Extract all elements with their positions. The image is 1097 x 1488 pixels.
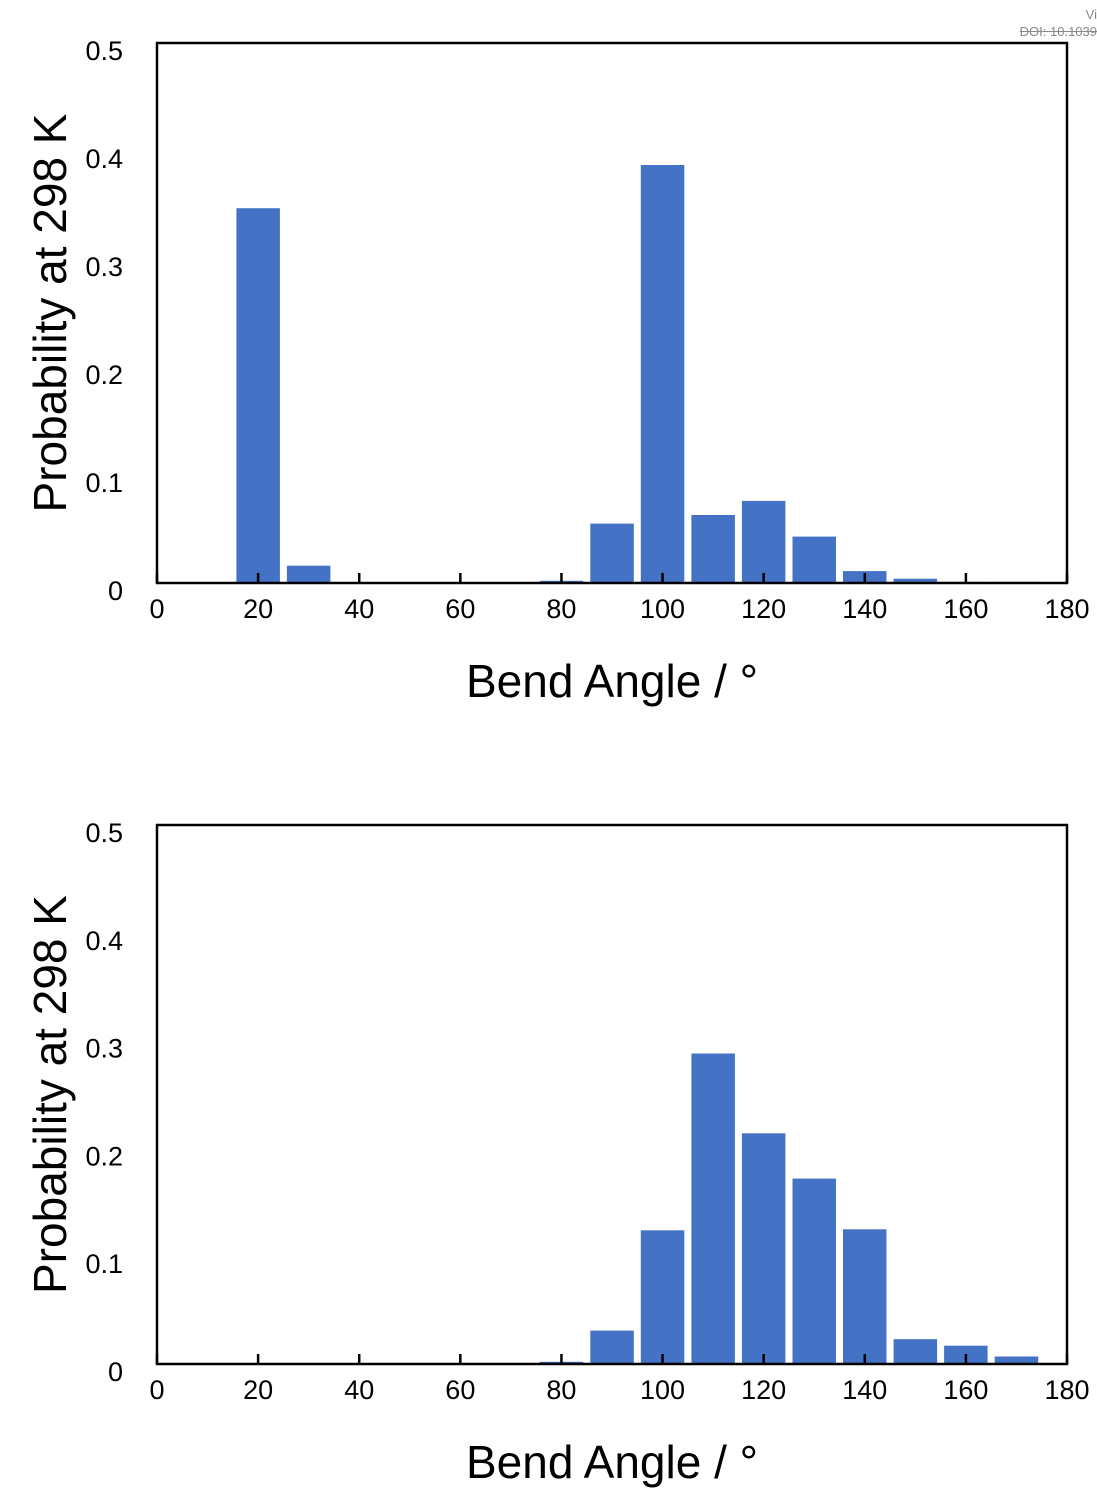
x-tick-label-80: 80: [546, 1375, 576, 1405]
bar-150: [893, 1339, 938, 1364]
x-tick-label-20: 20: [243, 1375, 273, 1405]
bar-110: [691, 1053, 735, 1364]
x-tick-label-160: 160: [943, 594, 988, 624]
y-tick-label-0.5: 0.5: [85, 36, 123, 66]
x-tick-label-40: 40: [344, 594, 374, 624]
chart-2: 0 20 40 60 80 100 120 140 160 180 0 0.1 0.2 0.3 0.4 0.5…: [24, 818, 1089, 1488]
bar-130: [792, 536, 836, 583]
watermark-line-1: Vi: [1085, 7, 1097, 22]
x-tick-label-160: 160: [943, 1375, 988, 1405]
x-tick-label-40: 40: [344, 1375, 374, 1405]
x-tick-label-140: 140: [842, 594, 887, 624]
y-tick-label-0.5: 0.5: [85, 818, 123, 848]
watermark: Vi DOI: 10.1039: [977, 6, 1097, 40]
plot-frame: [155, 823, 1069, 1366]
chart-1: 0 20 40 60 80 100 120 140 160 180 0 0.1 0.2 0.3 0.4 0.5…: [24, 36, 1089, 707]
bar-100: [640, 165, 685, 583]
y-tick-label-0.3: 0.3: [85, 1034, 123, 1064]
x-tick-label-180: 180: [1044, 1375, 1089, 1405]
bar-90: [590, 523, 634, 583]
y-tick-label-0.1: 0.1: [85, 1249, 123, 1279]
y-tick-label-0: 0: [108, 1357, 123, 1387]
bar-120: [741, 500, 786, 583]
x-tick-label-100: 100: [640, 594, 685, 624]
y-tick-label-0.3: 0.3: [85, 252, 123, 282]
bar-120: [741, 1133, 786, 1364]
x-tick-label-60: 60: [445, 594, 475, 624]
y-tick-label-0.2: 0.2: [85, 1141, 123, 1171]
bar-150: [893, 578, 938, 583]
bar-90: [590, 1330, 634, 1364]
bar-130: [792, 1178, 836, 1364]
x-tick-label-0: 0: [149, 594, 164, 624]
y-axis-title: Probability at 298 K: [24, 895, 76, 1294]
bar-20: [236, 208, 280, 583]
bar-140: [843, 1229, 887, 1365]
x-axis-title: Bend Angle / °: [466, 1436, 758, 1488]
watermark-doi: DOI: 10.1039: [1019, 24, 1097, 39]
plot-frame: [155, 41, 1069, 585]
y-tick-label-0.4: 0.4: [85, 144, 123, 174]
y-tick-label-0.4: 0.4: [85, 926, 123, 956]
x-tick-label-20: 20: [243, 594, 273, 624]
bar-30: [286, 565, 331, 583]
x-tick-label-100: 100: [640, 1375, 685, 1405]
x-tick-label-80: 80: [546, 594, 576, 624]
x-tick-label-180: 180: [1044, 594, 1089, 624]
x-axis-title: Bend Angle / °: [466, 655, 758, 707]
y-tick-label-0: 0: [108, 576, 123, 606]
x-tick-label-0: 0: [149, 1375, 164, 1405]
bar-170: [994, 1356, 1039, 1364]
x-tick-label-60: 60: [445, 1375, 475, 1405]
y-tick-label-0.2: 0.2: [85, 360, 123, 390]
y-axis-title: Probability at 298 K: [24, 113, 76, 512]
x-tick-label-120: 120: [741, 1375, 786, 1405]
y-tick-label-0.1: 0.1: [85, 468, 123, 498]
x-tick-label-140: 140: [842, 1375, 887, 1405]
bar-100: [640, 1230, 685, 1364]
bar-110: [691, 515, 735, 583]
x-tick-label-120: 120: [741, 594, 786, 624]
